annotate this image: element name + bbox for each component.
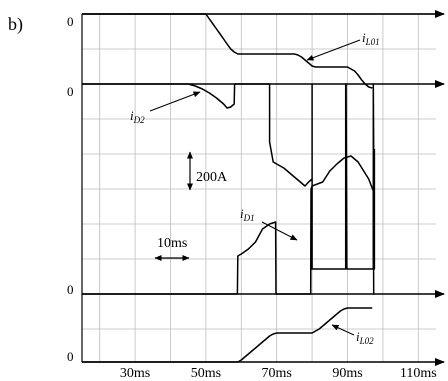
- series-trace-l02: [82, 307, 373, 363]
- chart-gridlines: [82, 14, 436, 362]
- time-scale-bar: 10ms: [154, 236, 190, 261]
- svg-text:iD1: iD1: [240, 206, 255, 223]
- panel-label: b): [8, 14, 23, 35]
- series-label-il02: iL02: [331, 324, 374, 346]
- series-trace-l01: [82, 13, 373, 89]
- baseline-label-id2: 0: [67, 84, 74, 99]
- x-tick-label: 30ms: [120, 366, 150, 381]
- time-scale-label: 10ms: [157, 236, 187, 251]
- x-tick-label: 90ms: [332, 366, 362, 381]
- baseline-label-il01: 0: [67, 14, 74, 29]
- svg-text:iL02: iL02: [356, 329, 374, 346]
- svg-text:iL01: iL01: [362, 30, 380, 47]
- channel-axes: [82, 10, 445, 366]
- baseline-label-il02: 0: [67, 349, 74, 364]
- amplitude-scale-bar: 200A: [187, 151, 228, 191]
- baseline-label-id1: 0: [67, 282, 74, 297]
- series-label-id1: iD1: [240, 206, 298, 241]
- series-trace-d1: [82, 155, 375, 295]
- x-tick-label: 70ms: [262, 366, 292, 381]
- series-label-il01: iL01: [306, 30, 380, 61]
- series-traces: [82, 13, 376, 363]
- svg-text:iD2: iD2: [130, 108, 145, 125]
- x-tick-label: 50ms: [191, 366, 221, 381]
- series-trace-d2: [82, 83, 376, 270]
- x-tick-labels: 30ms 50ms 70ms 90ms 110ms: [120, 366, 437, 381]
- series-label-id2: iD2: [130, 91, 201, 125]
- x-tick-label: 110ms: [400, 366, 437, 381]
- amplitude-scale-label: 200A: [196, 170, 228, 185]
